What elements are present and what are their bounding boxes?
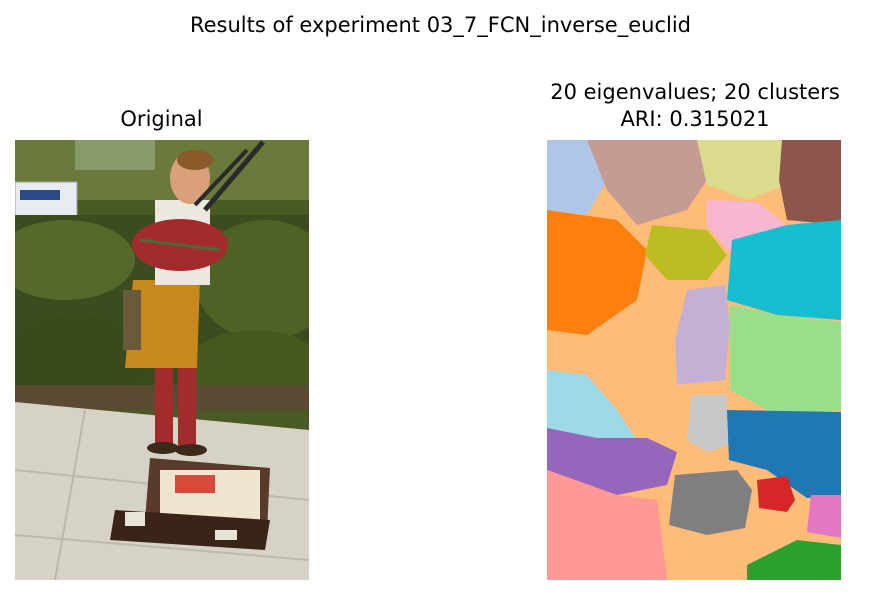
figure-suptitle: Results of experiment 03_7_FCN_inverse_e… bbox=[189, 13, 691, 37]
segmentation-title-line1: 20 eigenvalues; 20 clusters bbox=[550, 80, 840, 104]
original-image bbox=[15, 140, 309, 580]
segmentation-image bbox=[547, 140, 841, 580]
original-photo-drawing bbox=[15, 140, 309, 580]
segmentation-title-line2: ARI: 0.315021 bbox=[620, 107, 770, 131]
segmentation-panel-title: 20 eigenvalues; 20 clusters ARI: 0.31502… bbox=[480, 79, 881, 133]
segmentation-map-drawing bbox=[547, 140, 841, 580]
original-panel-title: Original bbox=[120, 107, 203, 131]
